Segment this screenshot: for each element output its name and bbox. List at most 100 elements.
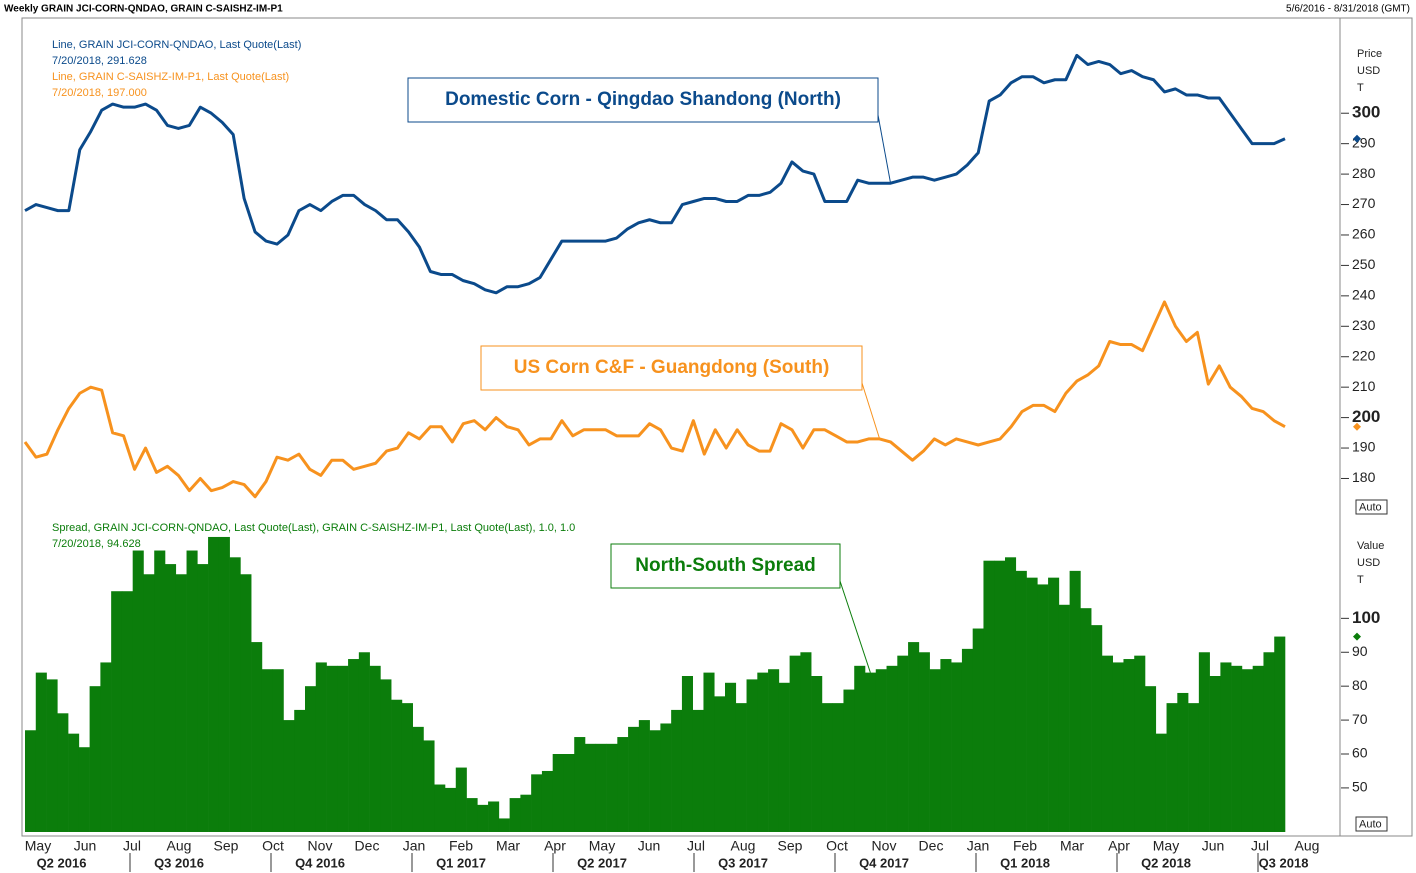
bar (940, 659, 952, 832)
bar (789, 655, 801, 832)
annotation: US Corn C&F - Guangdong (South) (514, 357, 830, 378)
bar (1080, 608, 1092, 832)
x-tick-label: Jun (74, 838, 97, 854)
y-tick-label: 240 (1352, 287, 1376, 303)
bar (1101, 655, 1113, 832)
bar (57, 713, 69, 832)
bar (305, 686, 317, 832)
y-tick-label: 210 (1352, 378, 1376, 394)
legend-last: 7/20/2018, 94.628 (52, 538, 141, 550)
x-tick-label: Sep (214, 838, 239, 854)
bar (35, 672, 47, 832)
x-tick-label: Aug (167, 838, 192, 854)
y-tick-label: 230 (1352, 317, 1376, 333)
bar (100, 662, 112, 832)
bar (165, 564, 177, 832)
annotation: Domestic Corn - Qingdao Shandong (North) (445, 89, 841, 110)
bar (918, 652, 930, 832)
bar (541, 770, 553, 832)
bar (1145, 686, 1157, 832)
x-tick-label: Aug (731, 838, 756, 854)
bar (1177, 692, 1189, 832)
bar (272, 669, 284, 832)
bar (638, 720, 650, 832)
x-tick-label: Jul (123, 838, 141, 854)
x-tick-label: Feb (449, 838, 473, 854)
bar (628, 726, 640, 832)
bar (735, 703, 747, 832)
bar (1198, 652, 1210, 832)
quarter-label: Q2 2016 (37, 855, 87, 870)
bar (671, 709, 683, 832)
bar (1220, 662, 1232, 832)
quarter-label: Q2 2017 (577, 855, 627, 870)
bar (961, 648, 973, 832)
bar (1026, 577, 1038, 832)
bar (445, 787, 457, 832)
bar (89, 686, 101, 832)
x-tick-label: Sep (778, 838, 803, 854)
legend-entry: Line, GRAIN C-SAISHZ-IM-P1, Last Quote(L… (52, 71, 289, 83)
bar (951, 662, 963, 832)
bar (875, 669, 887, 832)
bar (1015, 570, 1027, 832)
bar (423, 740, 435, 832)
y-axis-label: USD (1357, 557, 1380, 569)
bar (154, 550, 166, 832)
x-tick-label: Jul (687, 838, 705, 854)
bar (692, 709, 704, 832)
bar (315, 662, 327, 832)
x-tick-label: Dec (919, 838, 944, 854)
annotation-box (480, 345, 863, 391)
bar (746, 679, 758, 832)
bar (434, 784, 446, 832)
bar (897, 655, 909, 832)
quarter-label: Q3 2016 (154, 855, 204, 870)
bar (800, 652, 812, 832)
bar (1209, 676, 1221, 832)
quarter-label: Q4 2017 (859, 855, 909, 870)
bar (1274, 636, 1286, 832)
bar (681, 676, 693, 832)
y-tick-label: 300 (1352, 103, 1380, 122)
bar (1005, 557, 1017, 832)
bar (1166, 703, 1178, 832)
y-tick-label: 70 (1352, 711, 1368, 727)
x-tick-label: Aug (1295, 838, 1320, 854)
y-tick-label: 220 (1352, 347, 1376, 363)
y-tick-label: 270 (1352, 195, 1376, 211)
bar (1048, 577, 1060, 832)
bar (585, 743, 597, 832)
bar (595, 743, 607, 832)
bar (1123, 659, 1135, 832)
bar (186, 550, 198, 832)
x-tick-label: Oct (826, 838, 848, 854)
x-tick-label: Jun (638, 838, 661, 854)
bar (412, 726, 424, 832)
bar (477, 804, 489, 832)
bar (832, 703, 844, 832)
y-axis-label: T (1357, 82, 1364, 94)
y-tick-label: 80 (1352, 677, 1368, 693)
bar (175, 574, 187, 832)
annotation-box (610, 543, 841, 589)
y-tick-label: 90 (1352, 643, 1368, 659)
bar (240, 574, 252, 832)
scale-box (1355, 816, 1388, 832)
x-tick-label: Nov (872, 838, 897, 854)
x-tick-label: May (1153, 838, 1179, 854)
quarter-label: Q3 2018 (1259, 855, 1309, 870)
y-axis-label: USD (1357, 65, 1380, 77)
bar (348, 659, 360, 832)
y-axis-label: Price (1357, 48, 1382, 60)
x-tick-label: Apr (544, 838, 566, 854)
bar (498, 818, 510, 832)
bar (1069, 570, 1081, 832)
bar (401, 703, 413, 832)
y-axis-label: Value (1357, 540, 1384, 552)
bar (886, 665, 898, 832)
x-tick-label: Mar (496, 838, 520, 854)
bar (574, 737, 586, 832)
bar (908, 642, 920, 832)
y-tick-label: 60 (1352, 745, 1368, 761)
